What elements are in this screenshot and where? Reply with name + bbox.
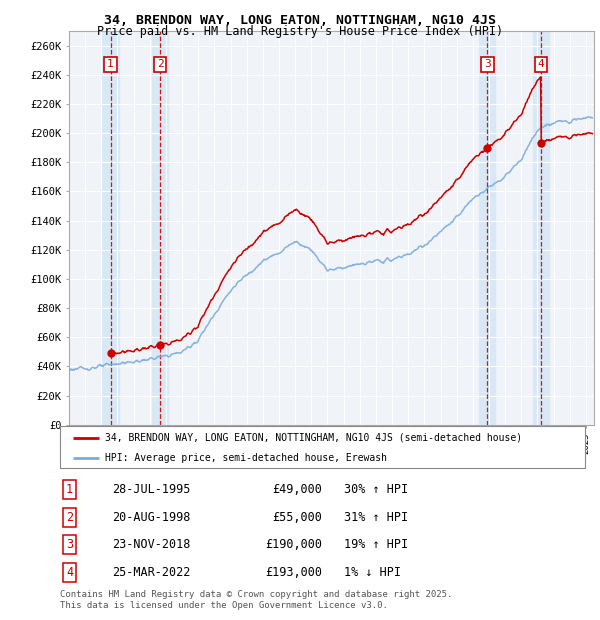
Text: HPI: Average price, semi-detached house, Erewash: HPI: Average price, semi-detached house,… (104, 453, 386, 463)
Text: Price paid vs. HM Land Registry's House Price Index (HPI): Price paid vs. HM Land Registry's House … (97, 25, 503, 38)
Text: £193,000: £193,000 (265, 565, 323, 578)
Text: 20-AUG-1998: 20-AUG-1998 (113, 511, 191, 523)
Text: £190,000: £190,000 (265, 538, 323, 551)
Bar (152, 31, 168, 425)
Text: £55,000: £55,000 (272, 511, 323, 523)
Bar (479, 31, 496, 425)
Text: 2: 2 (66, 511, 73, 523)
Text: 34, BRENDON WAY, LONG EATON, NOTTINGHAM, NG10 4JS: 34, BRENDON WAY, LONG EATON, NOTTINGHAM,… (104, 14, 496, 27)
Text: 30% ↑ HPI: 30% ↑ HPI (343, 483, 407, 496)
Text: 2: 2 (157, 60, 163, 69)
Text: 28-JUL-1995: 28-JUL-1995 (113, 483, 191, 496)
Text: 3: 3 (66, 538, 73, 551)
Text: £49,000: £49,000 (272, 483, 323, 496)
Text: 3: 3 (484, 60, 491, 69)
Text: 25-MAR-2022: 25-MAR-2022 (113, 565, 191, 578)
Text: 1: 1 (66, 483, 73, 496)
Text: 31% ↑ HPI: 31% ↑ HPI (343, 511, 407, 523)
Text: 19% ↑ HPI: 19% ↑ HPI (343, 538, 407, 551)
Text: 4: 4 (66, 565, 73, 578)
Bar (533, 31, 549, 425)
Bar (103, 31, 119, 425)
Text: Contains HM Land Registry data © Crown copyright and database right 2025.
This d: Contains HM Land Registry data © Crown c… (60, 590, 452, 609)
Text: 23-NOV-2018: 23-NOV-2018 (113, 538, 191, 551)
Text: 4: 4 (538, 60, 545, 69)
Text: 34, BRENDON WAY, LONG EATON, NOTTINGHAM, NG10 4JS (semi-detached house): 34, BRENDON WAY, LONG EATON, NOTTINGHAM,… (104, 433, 522, 443)
Text: 1: 1 (107, 60, 114, 69)
FancyBboxPatch shape (60, 426, 585, 468)
Text: 1% ↓ HPI: 1% ↓ HPI (343, 565, 401, 578)
